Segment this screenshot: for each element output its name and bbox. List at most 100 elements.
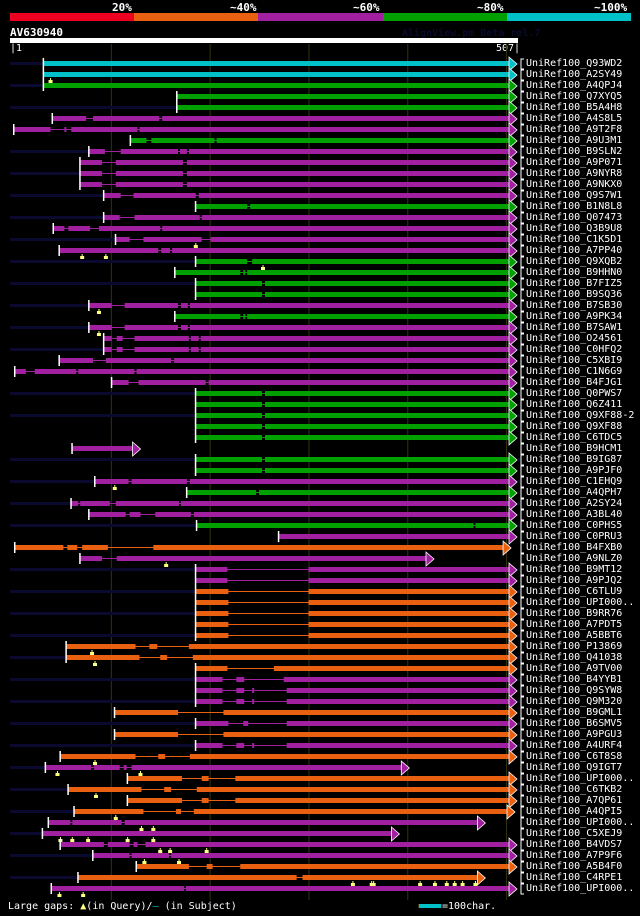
- hit-label[interactable]: UniRef100_Q0PWS7: [526, 388, 623, 399]
- hit-label[interactable]: UniRef100_Q9IGT7: [526, 762, 623, 773]
- hit-end-arrow-icon: [508, 639, 518, 655]
- hit-label[interactable]: UniRef100_A9NLZ0: [526, 553, 623, 564]
- hit-end-arrow-icon: [508, 595, 518, 611]
- hit-end-arrow-icon: [508, 188, 518, 204]
- hit-label[interactable]: UniRef100_B4FJG1: [526, 377, 623, 388]
- hit-label[interactable]: UniRef100_Q9S7W1: [526, 190, 623, 201]
- hit-label[interactable]: UniRef100_A4QPH7: [526, 487, 623, 498]
- hit-label[interactable]: UniRef100_C1EHQ9: [526, 476, 623, 487]
- hit-label[interactable]: UniRef100_Q6Z411: [526, 399, 623, 410]
- hit-label[interactable]: UniRef100_A4S8L5: [526, 113, 623, 124]
- hit-label[interactable]: UniRef100_B9HHN0: [526, 267, 623, 278]
- hit-block: [252, 699, 255, 704]
- unaligned-context: [10, 194, 104, 197]
- hit-label[interactable]: UniRef100_UPI000..: [526, 883, 635, 894]
- unaligned-context: [518, 612, 520, 615]
- hit-label[interactable]: UniRef100_A4URF4: [526, 740, 623, 751]
- hit-label[interactable]: UniRef100_B9IG87: [526, 454, 623, 465]
- hit-label[interactable]: UniRef100_B9SQ36: [526, 289, 623, 300]
- hit-label[interactable]: UniRef100_UPI000..: [526, 817, 635, 828]
- hit-label[interactable]: UniRef100_A9PGU3: [526, 729, 623, 740]
- hit-label[interactable]: UniRef100_A4QPI5: [526, 806, 623, 817]
- hit-label[interactable]: UniRef100_A5BBT6: [526, 630, 623, 641]
- hit-label[interactable]: UniRef100_O24561: [526, 333, 623, 344]
- hit-label[interactable]: UniRef100_C0PRU3: [526, 531, 623, 542]
- hit-label[interactable]: UniRef100_Q9XF88-2: [526, 410, 635, 421]
- hit-label[interactable]: UniRef100_C1K5D1: [526, 234, 623, 245]
- hit-block: [206, 864, 213, 869]
- unaligned-context: [518, 722, 520, 725]
- hit-label[interactable]: UniRef100_C4RPE1: [526, 872, 623, 883]
- hit-label[interactable]: UniRef100_A9P071: [526, 157, 623, 168]
- hit-label[interactable]: UniRef100_Q9XQB2: [526, 256, 623, 267]
- hit-label[interactable]: UniRef100_A7QP61: [526, 795, 623, 806]
- hit-label[interactable]: UniRef100_C5XEJ9: [526, 828, 623, 839]
- hit-label[interactable]: UniRef100_A4QPJ4: [526, 80, 623, 91]
- hit-label[interactable]: UniRef100_Q3B9U8: [526, 223, 623, 234]
- hit-label[interactable]: UniRef100_A9TV00: [526, 663, 623, 674]
- hit-label[interactable]: UniRef100_B9SLN2: [526, 146, 623, 157]
- hit-bracket: [520, 652, 524, 664]
- hit-label[interactable]: UniRef100_Q7XYQ5: [526, 91, 623, 102]
- hit-label[interactable]: UniRef100_A5B4F0: [526, 861, 623, 872]
- hit-label[interactable]: UniRef100_C6TLU9: [526, 586, 623, 597]
- hit-block: [124, 303, 179, 308]
- hit-start-tick: [174, 311, 176, 322]
- hit-end-arrow-icon: [508, 122, 518, 138]
- hit-label[interactable]: UniRef100_A9PJF0: [526, 465, 623, 476]
- hit-label[interactable]: UniRef100_A7P9F6: [526, 850, 623, 861]
- hit-label[interactable]: UniRef100_A2SY24: [526, 498, 623, 509]
- hit-label[interactable]: UniRef100_A9T2F8: [526, 124, 623, 135]
- hit-label[interactable]: UniRef100_P13869: [526, 641, 623, 652]
- hit-label[interactable]: UniRef100_B4YYB1: [526, 674, 623, 685]
- hit-bracket: [520, 663, 524, 675]
- hit-label[interactable]: UniRef100_Q07473: [526, 212, 623, 223]
- hit-label[interactable]: UniRef100_B7SAW1: [526, 322, 623, 333]
- hit-label[interactable]: UniRef100_A7PP40: [526, 245, 623, 256]
- hit-end-arrow-icon: [508, 507, 518, 523]
- hit-label[interactable]: UniRef100_B9RR76: [526, 608, 623, 619]
- hit-label[interactable]: UniRef100_C0HFQ2: [526, 344, 623, 355]
- hit-label[interactable]: UniRef100_C0PHS5: [526, 520, 623, 531]
- hit-label[interactable]: UniRef100_A7PDT5: [526, 619, 623, 630]
- hit-label[interactable]: UniRef100_C6T8S8: [526, 751, 623, 762]
- query-gap-marker-icon: [80, 256, 85, 259]
- hit-label[interactable]: UniRef100_C6TDC5: [526, 432, 623, 443]
- hit-block: [114, 710, 179, 715]
- query-gap-marker-icon: [139, 771, 141, 774]
- hit-label[interactable]: UniRef100_B7SB30: [526, 300, 623, 311]
- hit-label[interactable]: UniRef100_Q41038: [526, 652, 623, 663]
- hit-label[interactable]: UniRef100_B1N8L8: [526, 201, 623, 212]
- hit-label[interactable]: UniRef100_B9HCM1: [526, 443, 623, 454]
- hit-label[interactable]: UniRef100_A3BL40: [526, 509, 623, 520]
- hit-label[interactable]: UniRef100_A9PJQ2: [526, 575, 623, 586]
- hit-end-arrow-icon: [508, 771, 518, 787]
- hit-label[interactable]: UniRef100_B9GML1: [526, 707, 623, 718]
- hit-label[interactable]: UniRef100_B7FIZ5: [526, 278, 623, 289]
- hit-label[interactable]: UniRef100_B4VDS7: [526, 839, 623, 850]
- hit-label[interactable]: UniRef100_A2SY49: [526, 69, 623, 80]
- hit-label[interactable]: UniRef100_Q9SYW8: [526, 685, 623, 696]
- hit-label[interactable]: UniRef100_UPI000..: [526, 597, 635, 608]
- hit-label[interactable]: UniRef100_A9PK34: [526, 311, 623, 322]
- hit-label[interactable]: UniRef100_A9U3M1: [526, 135, 623, 146]
- hit-label[interactable]: UniRef100_C6TKB2: [526, 784, 623, 795]
- hit-label[interactable]: UniRef100_Q9M320: [526, 696, 623, 707]
- hit-label[interactable]: UniRef100_Q93WD2: [526, 58, 623, 69]
- hit-label[interactable]: UniRef100_Q9XF88: [526, 421, 623, 432]
- hit-block: [124, 820, 478, 825]
- hit-label[interactable]: UniRef100_B6SMV5: [526, 718, 623, 729]
- watermark: AlignView.pm Beta rel.7: [402, 28, 541, 39]
- hit-label[interactable]: UniRef100_C1N6G9: [526, 366, 623, 377]
- hit-label[interactable]: UniRef100_A9NYR8: [526, 168, 623, 179]
- hit-label[interactable]: UniRef100_UPI000..: [526, 773, 635, 784]
- hit-block: [475, 523, 509, 528]
- hit-label[interactable]: UniRef100_C5XBI9: [526, 355, 623, 366]
- hit-label[interactable]: UniRef100_B5A4H8: [526, 102, 623, 113]
- hit-label[interactable]: UniRef100_A9NKX0: [526, 179, 623, 190]
- query-gap-marker-icon: [371, 881, 373, 884]
- hit-start-tick: [126, 773, 129, 784]
- hit-label[interactable]: UniRef100_B9MT12: [526, 564, 623, 575]
- hit-label[interactable]: UniRef100_B4FXB0: [526, 542, 623, 553]
- hit-block: [64, 127, 67, 132]
